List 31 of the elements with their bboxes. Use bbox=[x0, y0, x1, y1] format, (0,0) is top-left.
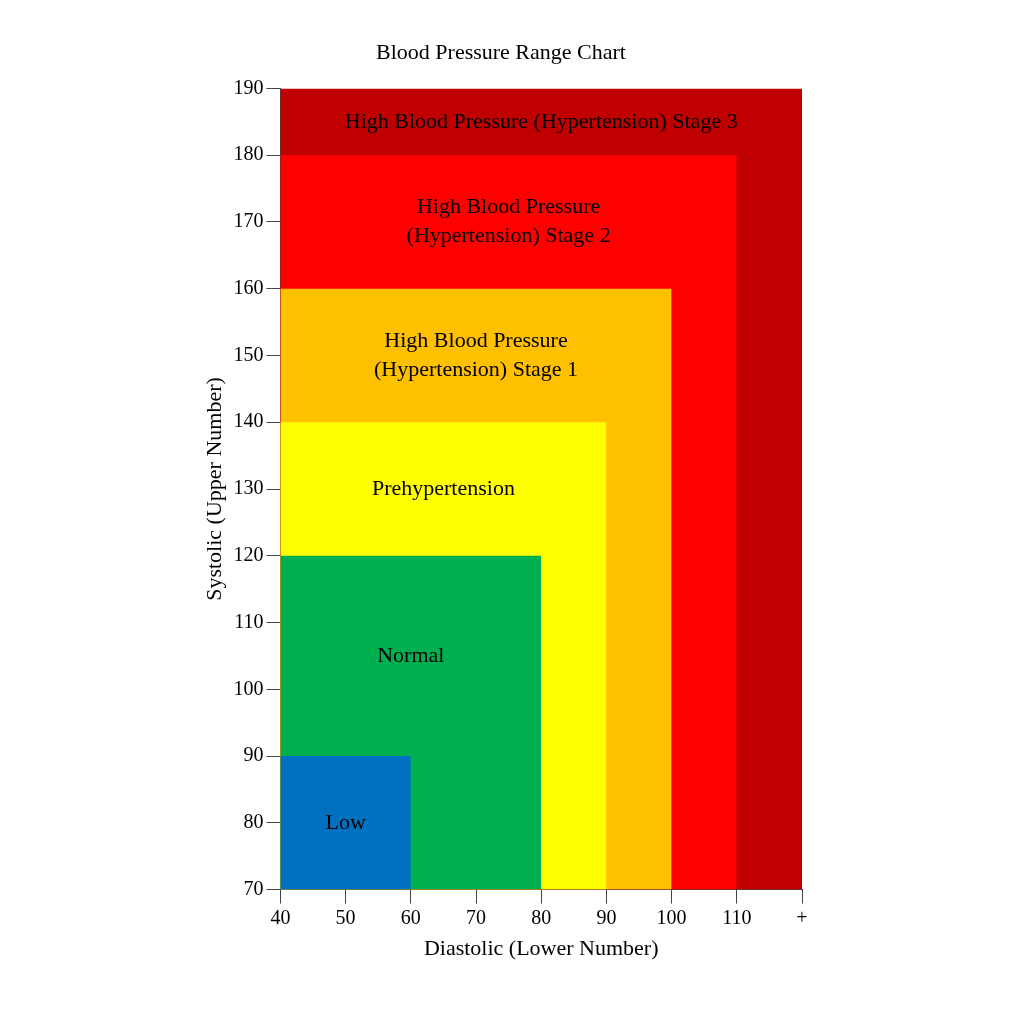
x-tick-label: + bbox=[796, 905, 808, 928]
series-label: High Blood Pressure (Hypertension) Stage 3 bbox=[344, 107, 738, 133]
chart-title: Blood Pressure Range Chart bbox=[376, 38, 626, 64]
y-tick-label: 90 bbox=[243, 743, 264, 766]
x-tick-label: 100 bbox=[656, 905, 687, 928]
x-tick-label: 90 bbox=[596, 905, 617, 928]
x-tick-label: 40 bbox=[270, 905, 291, 928]
y-tick-label: 130 bbox=[233, 476, 264, 499]
y-tick-label: 80 bbox=[243, 810, 264, 833]
x-tick-label: 70 bbox=[466, 905, 486, 928]
y-tick-label: 120 bbox=[233, 543, 264, 566]
y-tick-label: 100 bbox=[233, 676, 264, 699]
series-label: High Blood Pressure (Hypertension) Stage 2 bbox=[406, 193, 611, 248]
x-tick-label: 50 bbox=[335, 905, 356, 928]
y-tick-label: 190 bbox=[233, 75, 264, 98]
series-label: Prehypertension bbox=[371, 474, 515, 500]
y-tick-label: 170 bbox=[233, 209, 264, 232]
y-tick-label: 180 bbox=[233, 142, 264, 165]
y-axis-title: Systolic (Upper Number) bbox=[200, 377, 226, 601]
y-tick-label: 150 bbox=[233, 342, 264, 365]
x-tick-label: 110 bbox=[722, 905, 752, 928]
y-tick-label: 140 bbox=[233, 409, 264, 432]
x-tick-label: 60 bbox=[400, 905, 421, 928]
series-label: Normal bbox=[377, 641, 445, 667]
x-axis-title: Diastolic (Lower Number) bbox=[423, 934, 659, 960]
x-tick-label: 80 bbox=[531, 905, 552, 928]
y-tick-label: 70 bbox=[243, 876, 264, 899]
y-tick-label: 160 bbox=[233, 275, 264, 298]
y-tick-label: 110 bbox=[234, 609, 264, 632]
series-label: Low bbox=[325, 808, 366, 834]
series-label: High Blood Pressure (Hypertension) Stage 1 bbox=[373, 326, 579, 381]
